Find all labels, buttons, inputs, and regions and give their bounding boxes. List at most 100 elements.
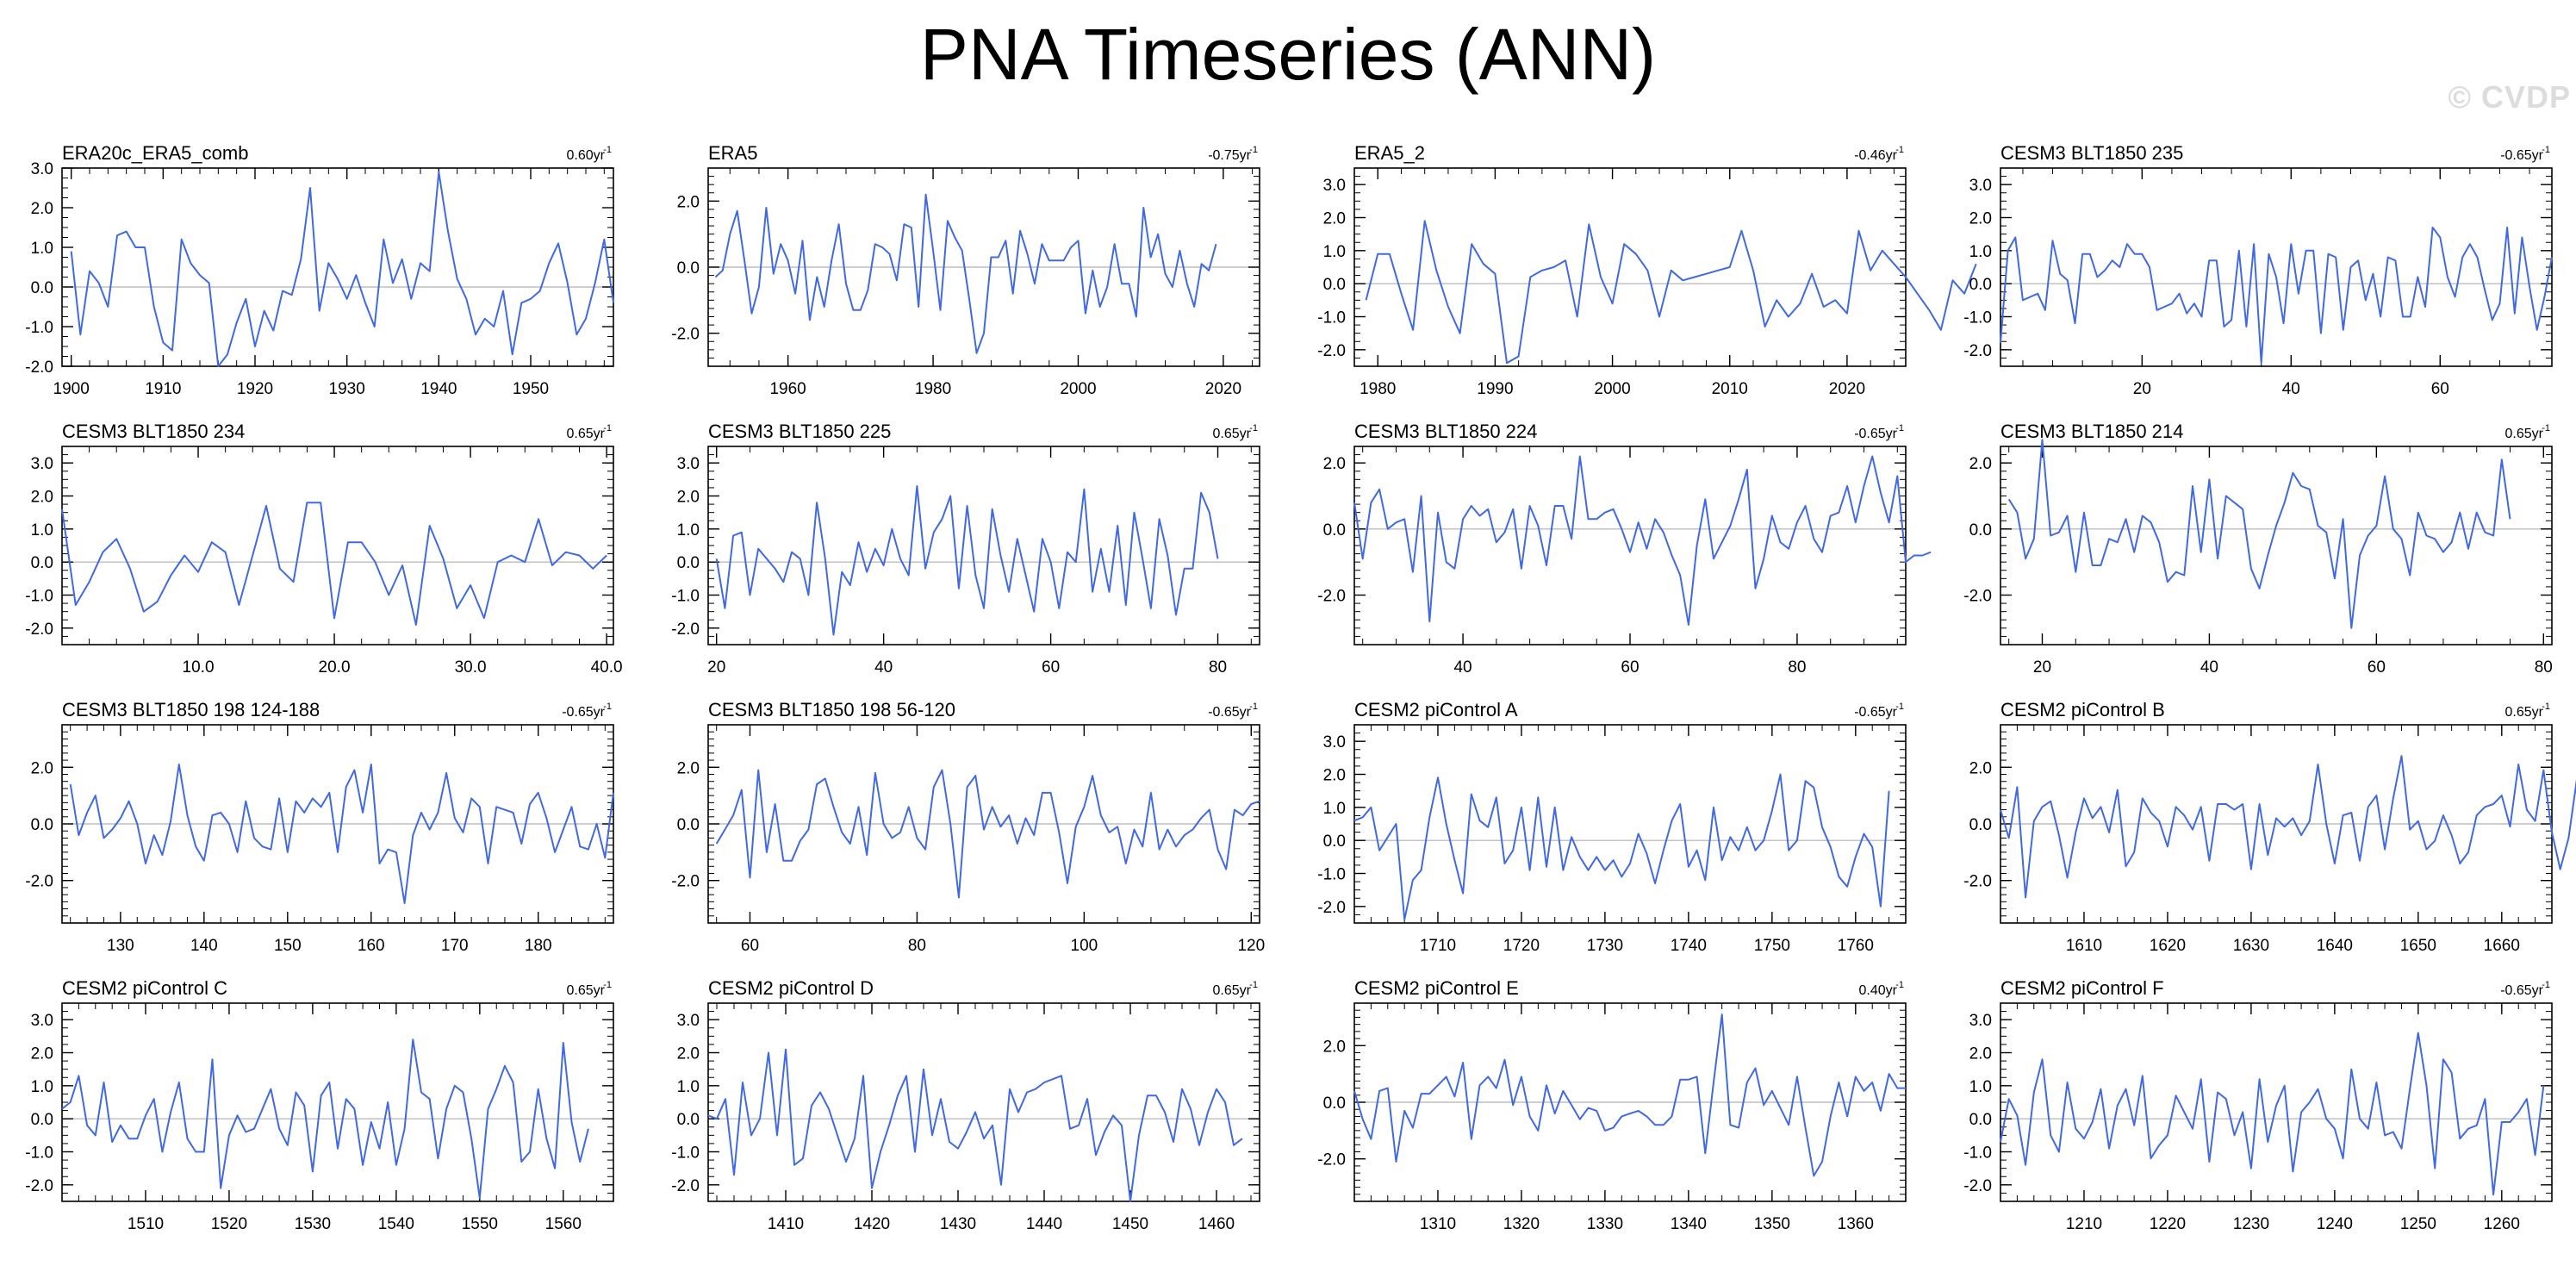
- series-line: [1353, 1013, 1906, 1177]
- plot-frame: [1353, 167, 1907, 367]
- y-tick-label: 2.0: [1969, 1045, 1992, 1063]
- x-tick-label: 80: [1788, 658, 1806, 677]
- trend-label: -0.65yr: [2500, 148, 2543, 163]
- x-tick-label: 1410: [768, 1215, 804, 1233]
- x-tick-label: 1980: [1360, 380, 1396, 398]
- y-tick-label: 1.0: [1969, 1078, 1992, 1096]
- trend-exponent: -1: [1249, 980, 1258, 990]
- trend-exponent: -1: [2542, 702, 2550, 712]
- x-tick-label: 60: [741, 937, 759, 955]
- y-tick-label: 0.0: [1323, 833, 1346, 851]
- x-tick-label: 1760: [1838, 937, 1874, 955]
- trend-label: 0.65yr: [2505, 705, 2544, 720]
- y-tick-label: -1.0: [671, 1144, 700, 1163]
- y-tick-label: 0.0: [677, 816, 700, 834]
- y-tick-label: 0.0: [677, 1111, 700, 1129]
- x-tick-label: 150: [274, 937, 302, 955]
- chart-panel: -2.0 0.0 2.0 60 80 100 120 CESM3 BLT1850 198 56…: [671, 699, 1265, 955]
- y-tick-label: -2.0: [671, 873, 700, 891]
- x-tick-label: 1610: [2066, 937, 2102, 955]
- y-tick-label: 2.0: [31, 1045, 53, 1063]
- y-tick-label: 1.0: [31, 240, 53, 258]
- chart-panel: -2.0 -1.0 0.0 1.0 2.0 3.0 1410 1420 1430 1440 1450…: [671, 977, 1260, 1233]
- y-tick-label: 2.0: [1323, 1038, 1346, 1056]
- series-line: [2000, 755, 2576, 899]
- y-tick-label: 0.0: [31, 816, 53, 834]
- y-tick-label: 2.0: [31, 759, 53, 777]
- panel-title: CESM2 piControl B: [2000, 699, 2165, 720]
- x-tick-label: 1620: [2150, 937, 2186, 955]
- y-tick-label: 2.0: [677, 759, 700, 777]
- chart-panel: -2.0 0.0 2.0 130 140 150 160 170 180 CESM3 BLT185…: [25, 699, 614, 955]
- y-tick-label: 0.0: [31, 554, 53, 572]
- chart-panel: -2.0 -1.0 0.0 1.0 2.0 3.0 20 40 60 80 CESM3 BLT185…: [671, 421, 1260, 677]
- y-tick-label: -1.0: [1963, 309, 1992, 327]
- panel-title: CESM3 BLT1850 234: [62, 421, 245, 442]
- x-tick-label: 1900: [53, 380, 90, 398]
- x-tick-label: 1250: [2400, 1215, 2436, 1233]
- trend-label: -0.75yr: [1208, 148, 1251, 163]
- trend-label: -0.65yr: [1208, 705, 1251, 720]
- series-line: [61, 502, 607, 626]
- series-line: [1365, 220, 1977, 365]
- chart-panel: -2.0 -1.0 0.0 1.0 2.0 3.0 1710 1720 1730 1740 1750…: [1317, 699, 1907, 955]
- chart-panel: -2.0 0.0 2.0 1610 1620 1630 1640 1650 1660 CESM2 …: [1963, 699, 2576, 955]
- panel-title: ERA20c_ERA5_comb: [62, 142, 248, 164]
- x-tick-label: 1520: [211, 1215, 247, 1233]
- x-tick-label: 1440: [1026, 1215, 1062, 1233]
- y-tick-label: 1.0: [1323, 243, 1346, 261]
- x-tick-label: 20: [2133, 380, 2151, 398]
- y-tick-label: -2.0: [1317, 899, 1346, 917]
- y-tick-label: -2.0: [25, 359, 53, 377]
- x-tick-label: 60: [1042, 658, 1060, 677]
- x-tick-label: 2020: [1205, 380, 1241, 398]
- y-tick-label: -2.0: [25, 873, 53, 891]
- y-tick-label: 3.0: [677, 455, 700, 473]
- trend-exponent: -1: [1895, 702, 1904, 712]
- y-tick-label: 3.0: [1323, 733, 1346, 751]
- plot-frame: [61, 167, 614, 367]
- chart-panel: -2.0 -1.0 0.0 1.0 2.0 3.0 10.0 20.0 30.0 40.0 CESM…: [25, 421, 622, 677]
- x-tick-label: 1730: [1587, 937, 1623, 955]
- chart-panel: -2.0 0.0 2.0 20 40 60 80 CESM3 BLT1850 214 0.65y…: [1963, 421, 2553, 677]
- series-line: [1353, 455, 1932, 626]
- y-tick-label: -2.0: [1963, 342, 1992, 360]
- y-tick-label: 2.0: [1323, 455, 1346, 473]
- y-tick-label: 3.0: [31, 160, 53, 178]
- x-tick-label: 1510: [128, 1215, 164, 1233]
- y-tick-label: 3.0: [1969, 1012, 1992, 1030]
- x-tick-label: 2000: [1594, 380, 1630, 398]
- y-tick-label: -2.0: [1317, 342, 1346, 360]
- trend-exponent: -1: [603, 702, 612, 712]
- y-tick-label: 2.0: [1323, 210, 1346, 228]
- chart-panel: -2.0 0.0 2.0 1310 1320 1330 1340 1350 1360 CESM2 …: [1317, 977, 1907, 1233]
- y-tick-label: 2.0: [677, 489, 700, 507]
- y-tick-label: 1.0: [31, 1078, 53, 1096]
- trend-exponent: -1: [1249, 702, 1258, 712]
- x-tick-label: 1230: [2233, 1215, 2269, 1233]
- x-tick-label: 1960: [769, 380, 806, 398]
- y-tick-label: 0.0: [1323, 1094, 1346, 1113]
- x-tick-label: 2000: [1060, 380, 1096, 398]
- x-tick-label: 1750: [1754, 937, 1790, 955]
- x-tick-label: 1650: [2400, 937, 2436, 955]
- y-tick-label: 2.0: [1969, 455, 1992, 473]
- y-tick-label: -2.0: [25, 1177, 53, 1195]
- y-tick-label: 2.0: [31, 489, 53, 507]
- x-tick-label: 1460: [1198, 1215, 1235, 1233]
- x-tick-label: 1450: [1112, 1215, 1148, 1233]
- x-tick-label: 1210: [2066, 1215, 2102, 1233]
- y-tick-label: -1.0: [1317, 866, 1346, 884]
- panel-title: CESM2 piControl F: [2000, 977, 2164, 999]
- series-line: [715, 485, 1219, 636]
- y-tick-label: 0.0: [1969, 1111, 1992, 1129]
- series-line: [1353, 773, 1890, 921]
- trend-label: 0.60yr: [567, 148, 606, 163]
- y-tick-label: -1.0: [671, 588, 700, 606]
- y-tick-label: 0.0: [31, 279, 53, 297]
- trend-exponent: -1: [1895, 980, 1904, 990]
- y-tick-label: 0.0: [677, 259, 700, 278]
- trend-exponent: -1: [2542, 423, 2550, 433]
- series-line: [69, 764, 614, 904]
